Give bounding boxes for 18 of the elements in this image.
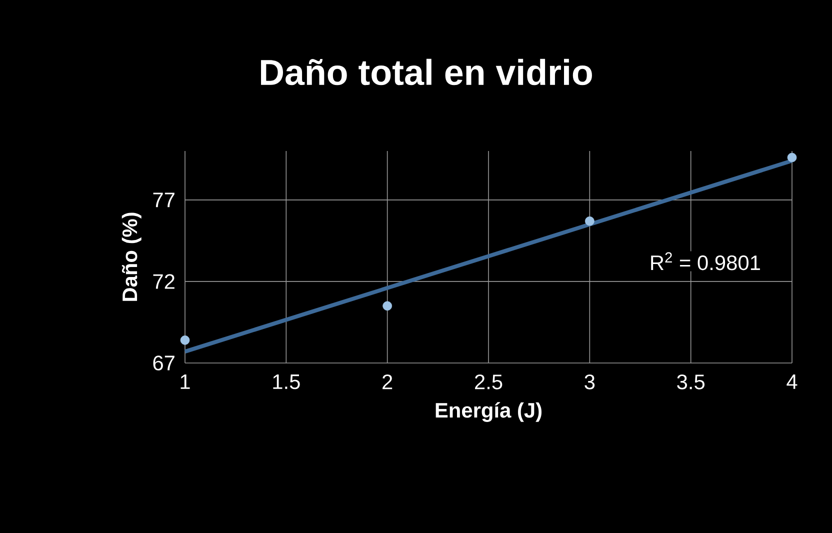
x-tick-label: 2.5	[475, 374, 502, 390]
x-tick-label: 4	[786, 374, 798, 389]
point	[584, 216, 594, 226]
y-tick-label: 72	[153, 274, 174, 289]
y-tick-label: 67	[153, 356, 174, 370]
point	[382, 301, 392, 311]
x-tick-label: 3	[584, 374, 595, 390]
x-tick-label: 2	[382, 374, 392, 390]
x-tick-label: 3.5	[677, 374, 704, 390]
x-tick-label: 1.5	[273, 374, 300, 390]
annotation: R$^{2}$ = 0.9801	[651, 252, 760, 270]
x-tick-label: 1	[180, 374, 190, 389]
point	[180, 335, 190, 345]
x-axis-title: Energía (J)	[436, 402, 542, 422]
point	[787, 152, 797, 162]
y-tick-label: 77	[153, 192, 174, 208]
chart-title: Daño total en vidrio	[261, 58, 592, 86]
y-axis-title: Daño (%)	[122, 212, 142, 301]
